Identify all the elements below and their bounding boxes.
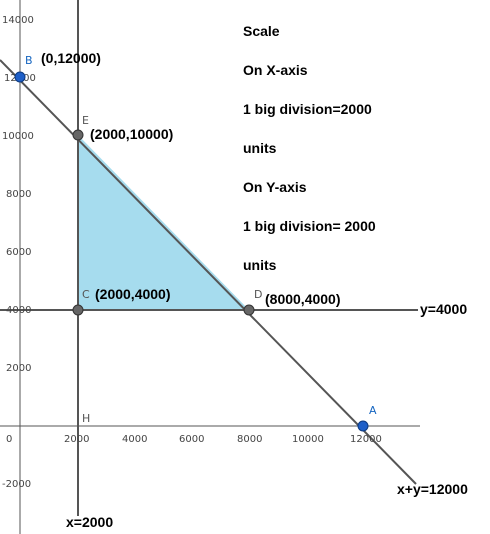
- point-h-letter: H: [82, 412, 90, 425]
- point-c-coord: (2000,4000): [95, 286, 171, 302]
- x-tick-2000: 2000: [64, 434, 89, 445]
- line-x-plus-y-12000: [0, 59, 417, 485]
- y-tick-8000: 8000: [6, 189, 31, 200]
- scale-note-line: On X-axis: [243, 61, 308, 78]
- x-tick-8000: 8000: [237, 434, 262, 445]
- point-b-letter: B: [25, 54, 33, 67]
- scale-note: Scale On X-axis 1 big division=2000 unit…: [243, 2, 376, 295]
- y-tick-2000: 2000: [6, 363, 31, 374]
- point-c-letter: C: [82, 288, 90, 301]
- x-tick-4000: 4000: [122, 434, 147, 445]
- label-y-4000: y=4000: [420, 301, 467, 317]
- point-a: [357, 420, 369, 432]
- scale-note-line: 1 big division=2000: [243, 100, 372, 117]
- label-x-plus-y-12000: x+y=12000: [397, 481, 468, 497]
- point-b: [14, 71, 26, 83]
- feasible-region: [78, 135, 249, 310]
- point-d-letter: D: [254, 288, 262, 301]
- scale-note-line: On Y-axis: [243, 178, 307, 195]
- y-tick-minus-2000: -2000: [2, 479, 31, 490]
- y-tick-10000: 10000: [2, 131, 34, 142]
- point-d-coord: (8000,4000): [265, 291, 341, 307]
- point-e: [72, 129, 84, 141]
- x-tick-0: 0: [6, 434, 12, 445]
- point-d: [243, 304, 255, 316]
- y-tick-6000: 6000: [6, 247, 31, 258]
- y-tick-14000: 14000: [2, 15, 34, 26]
- scale-note-line: units: [243, 256, 277, 273]
- label-x-2000: x=2000: [66, 514, 113, 530]
- scale-note-line: Scale: [243, 22, 280, 39]
- x-tick-12000: 12000: [350, 434, 382, 445]
- point-a-letter: A: [369, 404, 377, 417]
- point-c: [72, 304, 84, 316]
- point-b-coord: (0,12000): [41, 50, 101, 66]
- y-tick-4000: 4000: [6, 305, 31, 316]
- scale-note-line: units: [243, 139, 277, 156]
- x-tick-6000: 6000: [179, 434, 204, 445]
- point-e-coord: (2000,10000): [90, 126, 173, 142]
- scale-note-line: 1 big division= 2000: [243, 217, 376, 234]
- x-tick-10000: 10000: [292, 434, 324, 445]
- point-e-letter: E: [82, 114, 89, 127]
